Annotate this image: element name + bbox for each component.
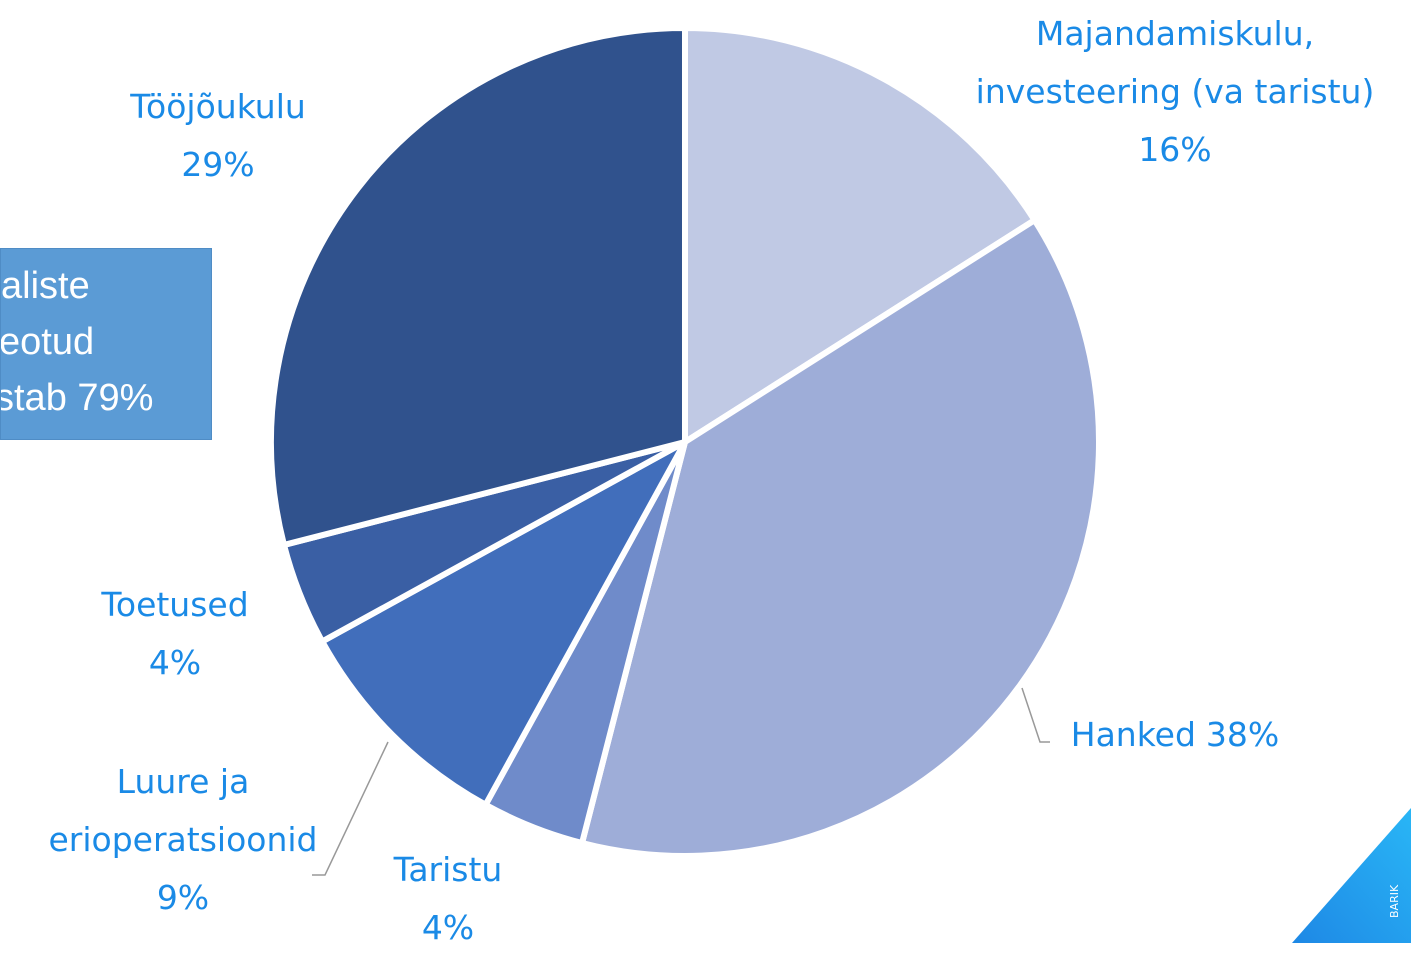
- logo-corner: [1292, 808, 1411, 943]
- category-label: Hanked: [1070, 715, 1196, 754]
- category-label: Tööjõukulu: [130, 87, 306, 126]
- value-label: 4%: [421, 908, 475, 947]
- category-label: Luure ja erioperatsioonid: [48, 762, 318, 859]
- annotation-line: eotud: [0, 321, 95, 363]
- category-label: Toetused: [101, 585, 249, 624]
- data-label: Luure ja erioperatsioonid 9%: [13, 753, 353, 927]
- value-label: 29%: [181, 145, 255, 184]
- pie-slice: [579, 217, 1102, 859]
- pie-slice: [319, 439, 688, 808]
- annotation-line: stab 79%: [0, 377, 154, 419]
- pie-slice: [682, 25, 1038, 445]
- value-label: 16%: [1138, 130, 1212, 169]
- annotation-box: aliste eotud stab 79%: [0, 248, 212, 440]
- value-label: 38%: [1205, 715, 1280, 754]
- leader-line: [312, 741, 389, 876]
- leader-line: [1021, 687, 1050, 743]
- logo-text: BARIK: [1388, 884, 1401, 918]
- value-label: 4%: [148, 643, 202, 682]
- annotation-line: aliste: [1, 265, 90, 307]
- pie-slice: [268, 25, 688, 548]
- value-label: 9%: [156, 878, 210, 917]
- data-label: Majandamiskulu, investeering (va taristu…: [955, 5, 1395, 179]
- data-label: Hanked 38%: [1025, 706, 1325, 764]
- category-label: Majandamiskulu, investeering (va taristu…: [975, 14, 1375, 111]
- data-label: Toetused 4%: [55, 576, 295, 692]
- data-label: Taristu 4%: [348, 841, 548, 957]
- data-label: Tööjõukulu 29%: [88, 78, 348, 194]
- category-label: Taristu: [393, 850, 503, 889]
